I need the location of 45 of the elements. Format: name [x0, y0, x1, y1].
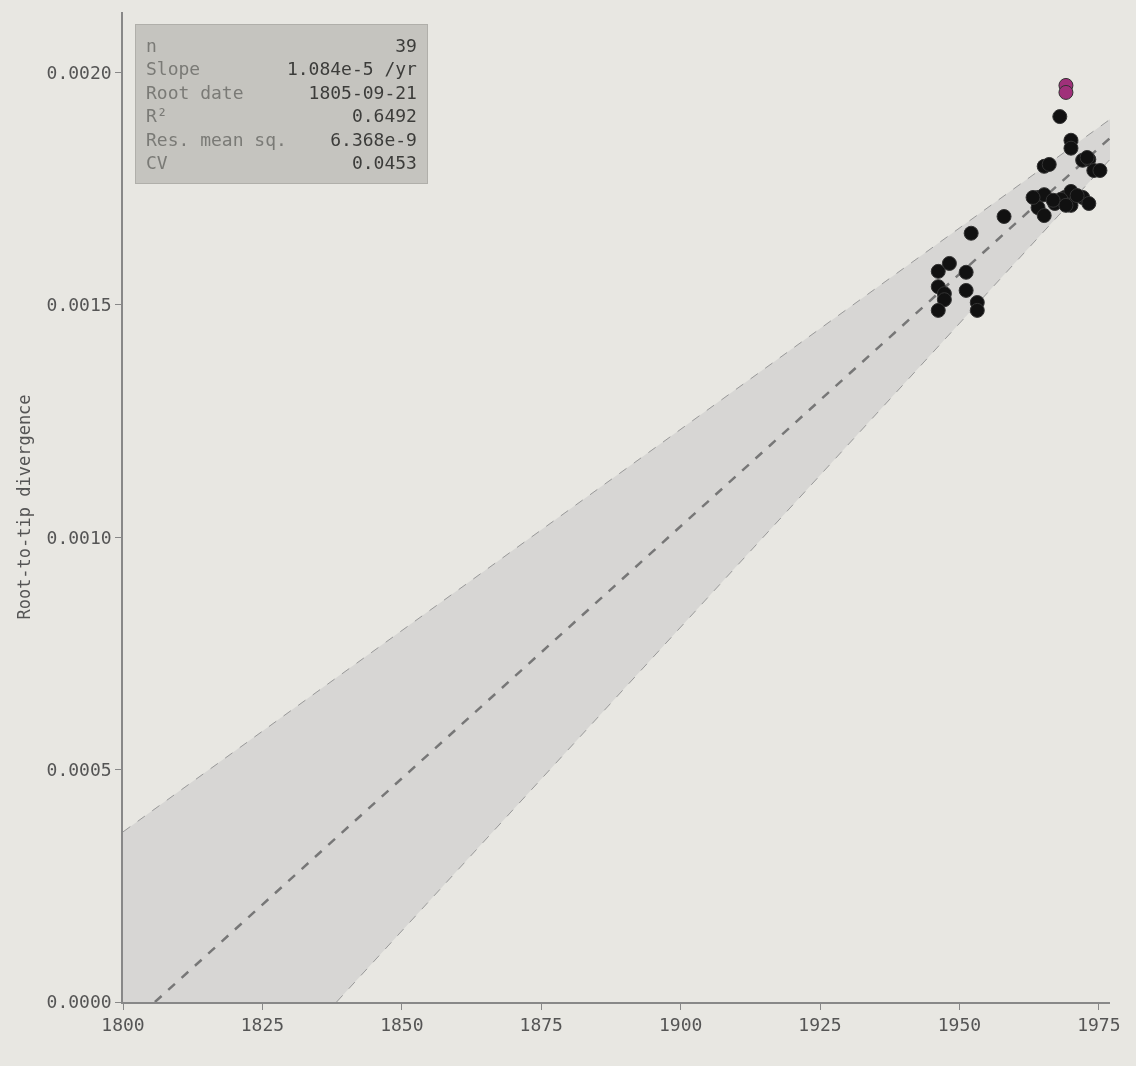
x-tick-label: 1875	[519, 1014, 563, 1036]
point	[1081, 195, 1097, 211]
point	[1069, 188, 1085, 204]
point	[958, 264, 974, 280]
point	[1058, 197, 1074, 213]
y-tick-label: 0.0000	[46, 991, 112, 1013]
annotation: R²	[146, 105, 168, 127]
x-tick-label: 1975	[1077, 1014, 1121, 1036]
x-tick-label: 1800	[101, 1014, 145, 1036]
point	[941, 255, 957, 271]
annotation: 1805-09-21	[308, 81, 417, 103]
annotation: 0.0453	[351, 152, 417, 173]
point	[958, 282, 974, 298]
annotation: Res. mean sq.	[146, 128, 287, 150]
point	[930, 263, 946, 279]
point	[1025, 189, 1041, 205]
x-tick-label: 1925	[798, 1014, 842, 1036]
point	[1052, 109, 1068, 125]
point	[1041, 156, 1057, 172]
annotation: 0.6492	[351, 105, 417, 127]
y-tick-label: 0.0020	[46, 61, 112, 83]
annotation: n	[146, 35, 157, 56]
point	[963, 225, 979, 241]
x-tick-label: 1825	[240, 1014, 285, 1036]
y-tick-label: 0.0015	[46, 294, 112, 316]
annotation: 6.368e-9	[330, 128, 417, 150]
point	[1063, 140, 1079, 156]
point	[1092, 162, 1108, 178]
point	[1036, 208, 1052, 224]
y-axis-title: Root-to-tip divergence	[13, 394, 34, 620]
point	[930, 302, 946, 318]
annotation: Slope	[146, 58, 201, 80]
y-tick-label: 0.0005	[46, 758, 112, 780]
annotation: 1.084e-5 /yr	[286, 58, 418, 80]
annotation: 39	[395, 35, 417, 56]
annotation: Root date	[146, 81, 244, 103]
point	[936, 292, 952, 308]
point	[969, 302, 985, 318]
point	[1058, 84, 1074, 100]
point	[996, 209, 1012, 224]
x-tick-label: 1950	[937, 1014, 982, 1036]
x-tick-label: 1900	[658, 1014, 703, 1036]
annotation: CV	[146, 152, 168, 173]
x-tick-label: 1850	[380, 1014, 424, 1036]
y-tick-label: 0.0010	[46, 526, 112, 548]
